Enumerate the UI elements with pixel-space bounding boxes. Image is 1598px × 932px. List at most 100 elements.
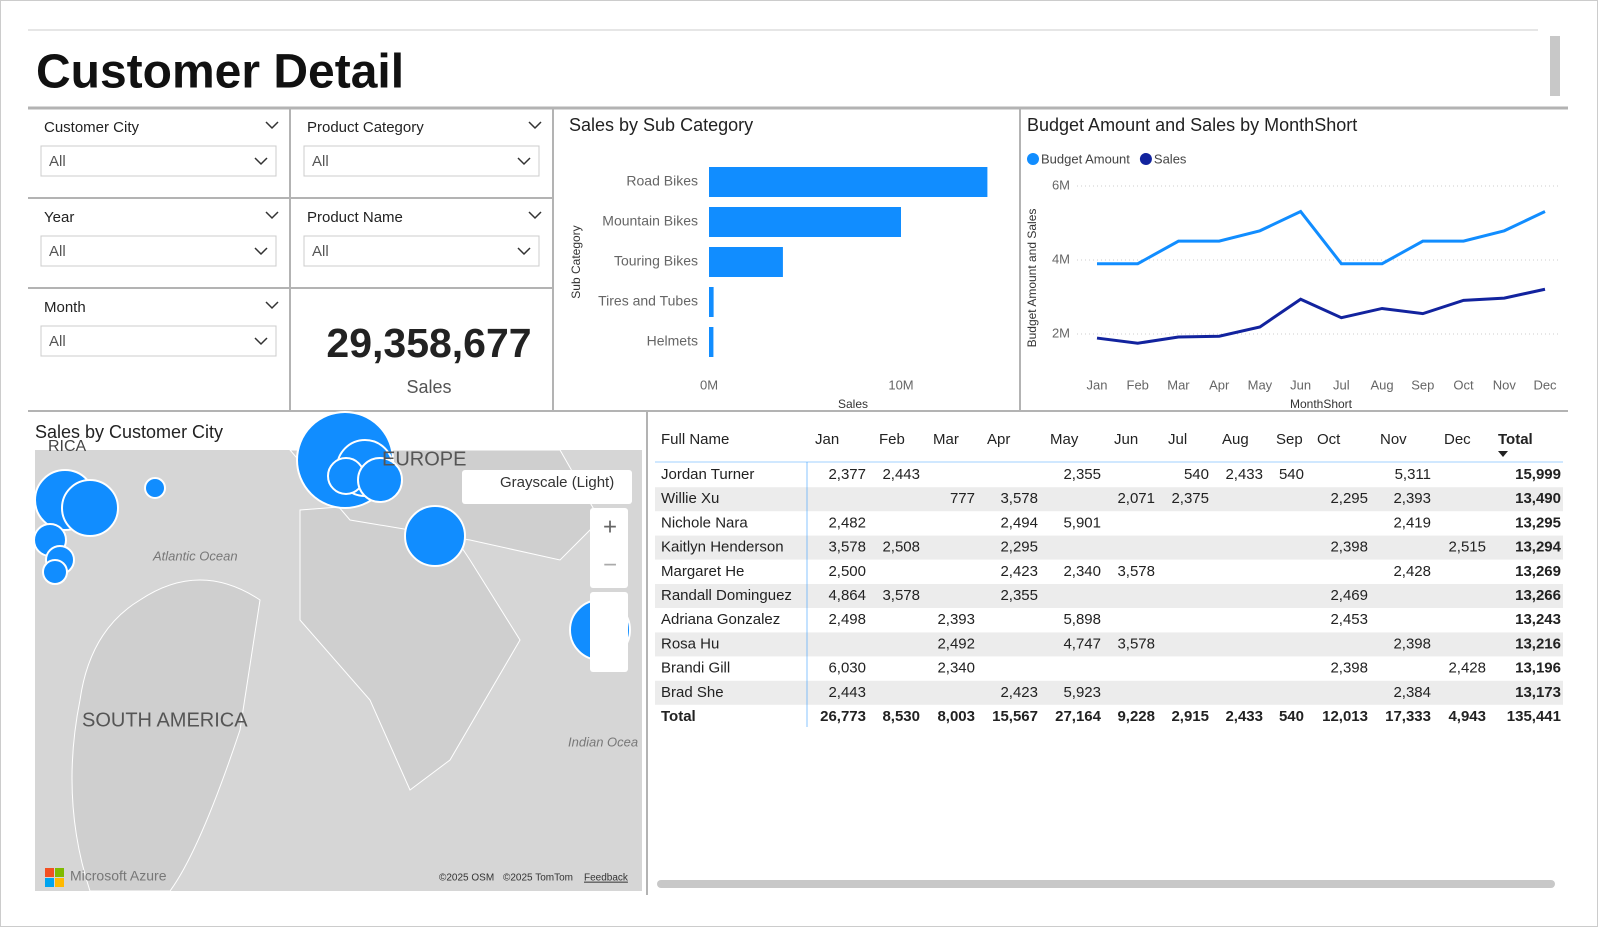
slicer-dropdown[interactable] — [303, 145, 540, 177]
slicer-value: All — [49, 333, 66, 350]
y-tick-label: Road Bikes — [626, 173, 698, 189]
table-cell: 2,393 — [1393, 490, 1431, 507]
slicer-dropdown-icon[interactable] — [254, 247, 268, 256]
row-band — [655, 680, 1563, 705]
slicer-toggle[interactable] — [265, 301, 279, 310]
column-header[interactable]: Sep — [1276, 431, 1303, 448]
slicer-dropdown-icon[interactable] — [517, 247, 531, 256]
table-cell: 2,071 — [1117, 490, 1155, 507]
column-header[interactable]: Mar — [933, 431, 959, 448]
table-cell: 2,375 — [1171, 490, 1209, 507]
row-name: Rosa Hu — [661, 635, 719, 652]
row-band — [655, 632, 1563, 657]
column-header[interactable]: Nov — [1380, 431, 1407, 448]
slicer-dropdown-icon[interactable] — [254, 337, 268, 346]
column-header[interactable]: Jul — [1168, 431, 1187, 448]
page-title: Customer Detail — [36, 46, 404, 99]
slicer-dropdown[interactable] — [40, 235, 277, 267]
table-cell: 3,578 — [1117, 635, 1155, 652]
x-tick-label: Mar — [1167, 377, 1190, 392]
table-cell: 4,943 — [1448, 708, 1486, 725]
table-cell: 3,578 — [882, 587, 920, 604]
table-cell: 540 — [1279, 466, 1304, 483]
column-header[interactable]: Jan — [815, 431, 839, 448]
map-label: SOUTH AMERICA — [82, 709, 248, 731]
table-cell: 4,747 — [1063, 635, 1101, 652]
table-cell: 2,443 — [828, 684, 866, 701]
x-axis-title: Sales — [838, 397, 868, 411]
slicer-label: Customer City — [44, 119, 140, 136]
column-header[interactable]: May — [1050, 431, 1079, 448]
slicer-label: Month — [44, 299, 86, 316]
table-cell: 6,030 — [828, 660, 866, 677]
table-cell: 5,311 — [1395, 466, 1431, 483]
column-header[interactable]: Apr — [987, 431, 1010, 448]
card-value: 29,358,677 — [326, 320, 531, 366]
slicer-value: All — [49, 153, 66, 170]
x-tick-label: Nov — [1493, 377, 1517, 392]
table-cell: 2,423 — [1000, 563, 1038, 580]
chart-title: Budget Amount and Sales by MonthShort — [1027, 115, 1357, 135]
column-header[interactable]: Full Name — [661, 431, 729, 448]
y-axis-title: Budget Amount and Sales — [1025, 209, 1039, 348]
table-cell: 2,423 — [1000, 684, 1038, 701]
row-name: Brandi Gill — [661, 660, 730, 677]
slicer-dropdown-icon[interactable] — [254, 157, 268, 166]
slicer-toggle[interactable] — [265, 121, 279, 130]
table-scrollbar[interactable] — [657, 880, 1555, 888]
column-header[interactable]: Total — [1498, 431, 1533, 448]
row-name: Adriana Gonzalez — [661, 611, 780, 628]
column-header[interactable]: Dec — [1444, 431, 1471, 448]
table-cell: 777 — [950, 490, 975, 507]
table-cell: 13,269 — [1515, 563, 1561, 580]
column-header[interactable]: Oct — [1317, 431, 1341, 448]
column-header[interactable]: Jun — [1114, 431, 1138, 448]
map-style-button[interactable]: Grayscale (Light) — [500, 474, 614, 491]
y-tick-label: Touring Bikes — [614, 253, 698, 269]
slicer-dropdown[interactable] — [303, 235, 540, 267]
table-cell: 2,498 — [828, 611, 866, 628]
table-cell: 2,428 — [1448, 660, 1486, 677]
slicer-label: Product Category — [307, 119, 424, 136]
line — [1097, 209, 1546, 266]
row-name: Willie Xu — [661, 490, 719, 507]
y-tick-label: Helmets — [647, 333, 698, 349]
column-header[interactable]: Aug — [1222, 431, 1249, 448]
slicer-dropdown[interactable] — [40, 145, 277, 177]
row-name: Jordan Turner — [661, 466, 754, 483]
table-cell: 5,923 — [1063, 684, 1101, 701]
table-cell: 2,419 — [1393, 514, 1431, 531]
table-cell: 13,173 — [1515, 684, 1561, 701]
chart-title: Sales by Sub Category — [569, 115, 753, 135]
map-feedback[interactable]: Feedback — [584, 873, 629, 884]
bar — [709, 247, 783, 277]
legend-label: Budget Amount — [1041, 151, 1130, 166]
table-cell: 5,901 — [1063, 514, 1101, 531]
bar — [709, 207, 901, 237]
table-cell: 2,433 — [1225, 708, 1263, 725]
x-tick-label: May — [1248, 377, 1273, 392]
table-cell: 2,492 — [937, 635, 975, 652]
map-brand: Microsoft Azure — [70, 868, 167, 884]
slicer-toggle[interactable] — [265, 211, 279, 220]
map-label: Indian Ocea — [568, 734, 638, 749]
table-cell: 13,266 — [1515, 587, 1561, 604]
slicer-dropdown-icon[interactable] — [517, 157, 531, 166]
table-cell: 2,915 — [1171, 708, 1209, 725]
table-cell: 2,340 — [937, 660, 975, 677]
column-header[interactable]: Feb — [879, 431, 905, 448]
x-tick-label: Jan — [1087, 377, 1108, 392]
table-cell: 2,428 — [1393, 563, 1431, 580]
row-band — [655, 584, 1563, 608]
slicer-toggle[interactable] — [528, 121, 542, 130]
row-name: Randall Dominguez — [661, 587, 792, 604]
table-cell: 2,355 — [1000, 587, 1038, 604]
slicer-toggle[interactable] — [528, 211, 542, 220]
y-tick-label: 4M — [1052, 251, 1070, 266]
slicer-dropdown[interactable] — [40, 325, 277, 357]
x-tick-label: Feb — [1127, 377, 1149, 392]
table-cell: 27,164 — [1055, 708, 1102, 725]
slicer-value: All — [49, 243, 66, 260]
